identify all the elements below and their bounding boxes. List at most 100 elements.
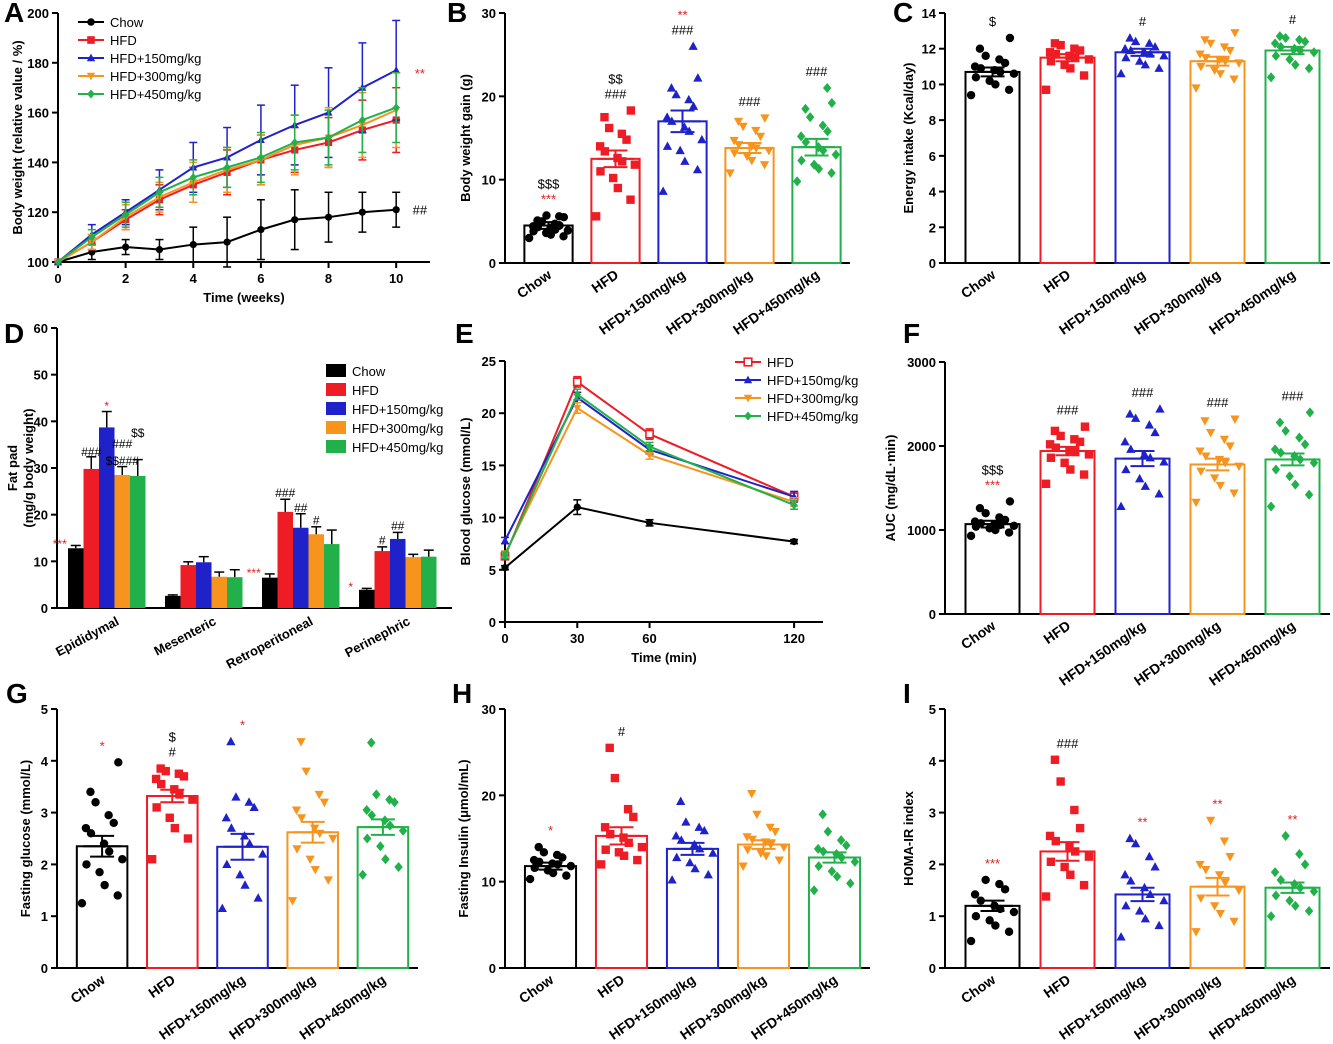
data-point xyxy=(1121,464,1131,474)
legend-swatch xyxy=(326,440,346,453)
legend-marker xyxy=(744,411,752,421)
data-point xyxy=(392,103,400,112)
data-point xyxy=(1056,431,1065,441)
data-point xyxy=(563,226,573,235)
bar xyxy=(1189,463,1246,616)
data-point xyxy=(613,153,622,163)
y-tick-label: 4 xyxy=(929,754,937,769)
bar xyxy=(405,557,421,608)
data-point xyxy=(818,120,828,131)
data-point xyxy=(1120,869,1130,879)
data-point xyxy=(291,138,299,147)
panel-label: I xyxy=(903,678,911,709)
data-point xyxy=(1210,66,1220,75)
data-point xyxy=(1219,43,1229,52)
significance-label: ## xyxy=(391,519,405,533)
significance-label: * xyxy=(100,738,105,753)
data-point xyxy=(501,550,509,560)
data-point xyxy=(818,145,828,156)
y-axis-title: HOMA-IR index xyxy=(901,790,916,885)
data-point xyxy=(1191,84,1201,93)
data-point xyxy=(1145,452,1155,462)
legend-label: Chow xyxy=(352,364,386,379)
significance-label: $$$ xyxy=(538,177,560,192)
data-point xyxy=(1071,847,1080,856)
data-point xyxy=(1230,29,1240,38)
significance-label: ** xyxy=(1287,812,1297,827)
data-point xyxy=(1220,57,1230,67)
data-point xyxy=(1296,882,1305,893)
significance-label: # xyxy=(618,724,626,739)
bar xyxy=(390,538,406,608)
data-point xyxy=(827,167,836,179)
legend-label: HFD+450mg/kg xyxy=(110,87,201,102)
bar xyxy=(99,427,115,608)
data-point xyxy=(633,855,642,865)
data-point xyxy=(699,825,709,835)
data-point xyxy=(151,774,161,784)
data-point xyxy=(179,772,189,781)
data-point xyxy=(324,213,333,221)
data-point xyxy=(381,854,390,865)
data-point xyxy=(1126,876,1136,885)
significance-label: *** xyxy=(985,477,1000,492)
data-point xyxy=(156,764,165,773)
significance-label: $$### xyxy=(106,454,140,468)
significance-label: $$$ xyxy=(982,462,1004,477)
data-point xyxy=(1121,52,1131,62)
data-point xyxy=(1079,880,1089,890)
data-point xyxy=(970,890,980,899)
significance-label: *** xyxy=(541,192,556,207)
data-point xyxy=(624,838,633,848)
x-axis-title: Time (min) xyxy=(631,650,697,665)
y-tick-label: 12 xyxy=(922,42,936,57)
x-tick-label: HFD xyxy=(145,971,178,1001)
y-tick-label: 2 xyxy=(929,857,936,872)
data-point xyxy=(1046,453,1056,462)
data-point xyxy=(367,737,376,748)
data-point xyxy=(1155,404,1165,413)
data-point xyxy=(818,809,827,820)
y-axis-title: Blood glucose (mmol/L) xyxy=(458,417,473,565)
data-point xyxy=(774,856,784,865)
data-point xyxy=(966,936,976,946)
y-tick-label: 5 xyxy=(929,702,936,717)
data-point xyxy=(827,866,837,877)
data-point xyxy=(1276,874,1285,885)
data-point xyxy=(529,855,539,865)
significance-label: # xyxy=(1139,14,1147,29)
bar xyxy=(68,548,84,608)
data-point xyxy=(81,823,91,833)
significance-label: * xyxy=(104,399,109,413)
data-point xyxy=(1005,33,1015,43)
significance-label: ### xyxy=(806,64,828,79)
data-point xyxy=(801,103,810,114)
data-point xyxy=(1215,481,1225,491)
data-point xyxy=(165,813,174,822)
data-point xyxy=(658,186,668,195)
data-point xyxy=(1285,471,1294,482)
significance-label: * xyxy=(548,823,553,838)
data-point xyxy=(1041,85,1051,94)
x-tick-label: HFD xyxy=(1040,971,1073,1001)
data-point xyxy=(842,840,851,851)
data-point xyxy=(244,797,254,806)
data-point xyxy=(1266,72,1276,83)
bar xyxy=(130,475,146,608)
data-point xyxy=(358,208,366,216)
data-point xyxy=(562,871,571,880)
data-point xyxy=(385,820,395,831)
data-point xyxy=(694,822,704,831)
series-line xyxy=(504,406,795,555)
legend: HFD HFD+150mg/kg HFD+300mg/kg HFD+450mg/kg xyxy=(735,355,858,424)
data-point xyxy=(837,852,846,863)
data-point xyxy=(170,823,180,833)
legend-marker xyxy=(87,18,95,26)
x-tick-label: HFD xyxy=(594,971,627,1001)
data-point xyxy=(1206,428,1216,438)
data-point xyxy=(1150,427,1160,437)
data-point xyxy=(675,145,685,155)
data-point xyxy=(1304,489,1314,500)
data-point xyxy=(1150,42,1160,51)
data-point xyxy=(981,51,990,61)
